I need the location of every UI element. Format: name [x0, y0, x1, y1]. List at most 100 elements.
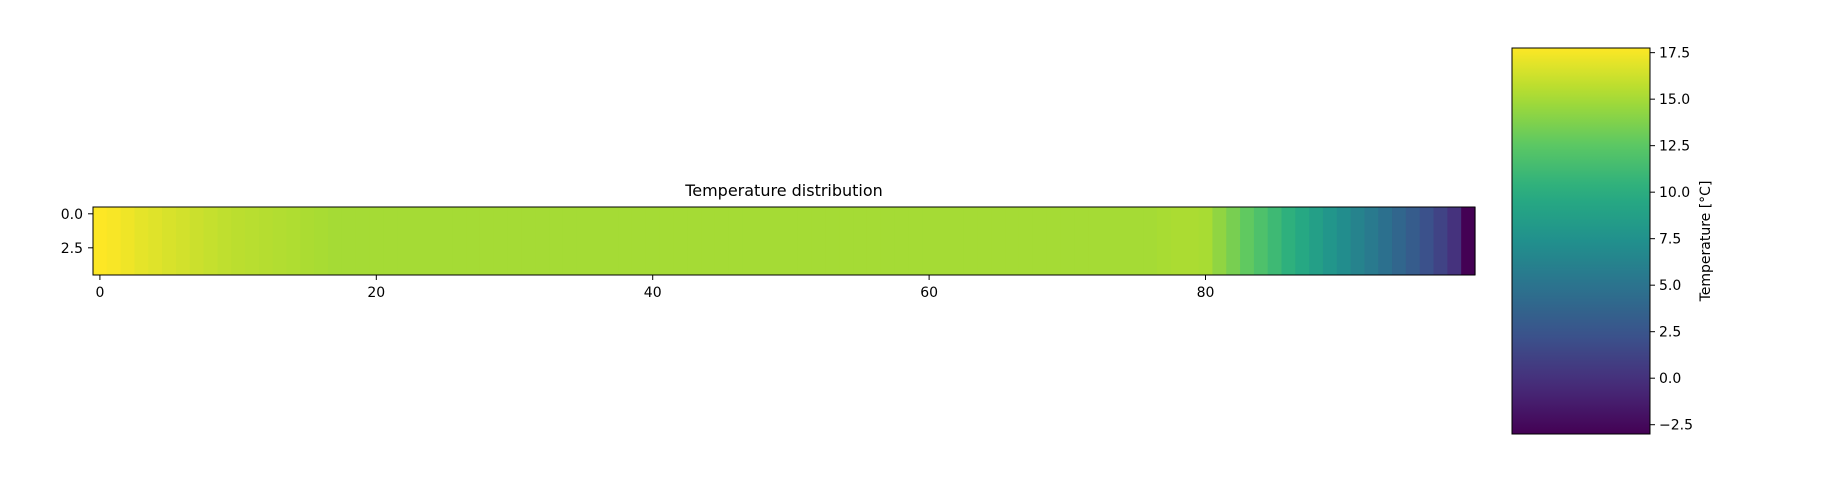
heatmap-cell: [1267, 207, 1283, 275]
heatmap-cell: [1046, 207, 1061, 275]
x-axis-ticks: 0 20 40 60 80: [95, 275, 1214, 301]
heatmap-cell: [507, 207, 523, 275]
colorbar-tick-label: 10.0: [1659, 185, 1690, 201]
colorbar-tick-label: −2.5: [1659, 418, 1693, 434]
heatmap-cell: [272, 207, 288, 275]
heatmap-cell: [936, 207, 951, 275]
heatmap-cell: [355, 207, 370, 275]
heatmap-cell: [1405, 207, 1421, 275]
heatmap-cell: [286, 207, 301, 275]
heatmap-cell: [1253, 207, 1269, 275]
heatmap-cell: [1240, 207, 1255, 275]
heatmap-cell: [1419, 207, 1435, 275]
heatmap-cell: [963, 207, 979, 275]
heatmap-cell: [438, 207, 453, 275]
heatmap-cell: [618, 207, 633, 275]
heatmap-cell: [1309, 207, 1324, 275]
heatmap-cell: [1281, 207, 1296, 275]
heatmap-cell: [535, 207, 550, 275]
heatmap-cell: [922, 207, 937, 275]
heatmap-cell: [452, 207, 467, 275]
colorbar: [1511, 47, 1651, 435]
heatmap-cell: [397, 207, 412, 275]
heatmap-cell: [383, 207, 398, 275]
heatmap-cell: [258, 207, 274, 275]
heatmap-cell: [1433, 207, 1448, 275]
x-tick-label: 20: [367, 285, 385, 301]
heatmap-cell: [1350, 207, 1366, 275]
heatmap-cell: [866, 207, 882, 275]
heatmap-cell: [894, 207, 909, 275]
heatmap-cell: [327, 207, 343, 275]
colorbar-tick-label: 5.0: [1659, 278, 1681, 294]
heatmap-cell: [714, 207, 730, 275]
colorbar-tick-label: 0.0: [1659, 371, 1681, 387]
heatmap-cell: [1322, 207, 1338, 275]
heatmap-cell: [991, 207, 1006, 275]
y-tick-label: 2.5: [61, 241, 83, 257]
heatmap-cell: [908, 207, 923, 275]
x-tick-label: 0: [95, 285, 104, 301]
heatmap-cell: [1074, 207, 1089, 275]
heatmap-cell: [1129, 207, 1144, 275]
heatmap-cell: [203, 207, 218, 275]
heatmap-cell: [770, 207, 785, 275]
heatmap-cell: [1170, 207, 1186, 275]
heatmap-cell: [1032, 207, 1048, 275]
heatmap-cell: [521, 207, 536, 275]
x-tick-label: 40: [644, 285, 662, 301]
heatmap-cell: [1115, 207, 1131, 275]
heatmap-cell: [659, 207, 675, 275]
heatmap-cell: [742, 207, 757, 275]
heatmap-cell: [134, 207, 149, 275]
heatmap-cell: [189, 207, 205, 275]
heatmap-cell: [1005, 207, 1020, 275]
heatmap-cell: [1184, 207, 1200, 275]
heatmap-cell: [424, 207, 440, 275]
heatmap-cell: [1101, 207, 1117, 275]
y-axis-ticks: 0.0 2.5: [61, 207, 93, 257]
heatmap-cell: [576, 207, 592, 275]
heatmap-cell: [1212, 207, 1227, 275]
heatmap-cell: [1378, 207, 1393, 275]
heatmap-cell: [549, 207, 564, 275]
heatmap-cell: [410, 207, 426, 275]
heatmap-cell: [162, 207, 177, 275]
colorbar-tick-label: 7.5: [1659, 232, 1681, 248]
x-tick-label: 80: [1197, 285, 1215, 301]
heatmap-cell: [756, 207, 771, 275]
heatmap-cell: [479, 207, 495, 275]
heatmap-cell: [853, 207, 868, 275]
heatmap-cell: [341, 207, 357, 275]
heatmap-cell: [1461, 207, 1476, 275]
colorbar-label: Temperature [°C]: [1698, 181, 1714, 303]
heatmap-cell: [590, 207, 605, 275]
heatmap-cell: [120, 207, 136, 275]
heatmap-cell: [784, 207, 799, 275]
heatmap-cell: [1157, 207, 1172, 275]
colorbar-tick-label: 12.5: [1659, 139, 1690, 155]
heatmap-cell: [148, 207, 163, 275]
colorbar-tick-label: 17.5: [1659, 46, 1690, 62]
heatmap-cell: [1060, 207, 1075, 275]
heatmap-cell: [300, 207, 315, 275]
heatmap-cell: [673, 207, 688, 275]
heatmap-cell: [314, 207, 329, 275]
heatmap-cell: [1364, 207, 1379, 275]
heatmap-cell: [1336, 207, 1352, 275]
heatmap-cell: [106, 207, 122, 275]
heatmap-cell: [493, 207, 509, 275]
heatmap-cells: [93, 207, 1476, 275]
heatmap-cell: [93, 207, 108, 275]
heatmap-cell: [880, 207, 896, 275]
heatmap-cell: [977, 207, 992, 275]
heatmap-cell: [1226, 207, 1241, 275]
heatmap-cell: [839, 207, 854, 275]
heatmap-cell: [1088, 207, 1103, 275]
heatmap-cell: [701, 207, 716, 275]
heatmap-cell: [631, 207, 647, 275]
heatmap-cell: [1143, 207, 1158, 275]
heatmap-cell: [949, 207, 965, 275]
y-tick-label: 0.0: [61, 207, 83, 223]
